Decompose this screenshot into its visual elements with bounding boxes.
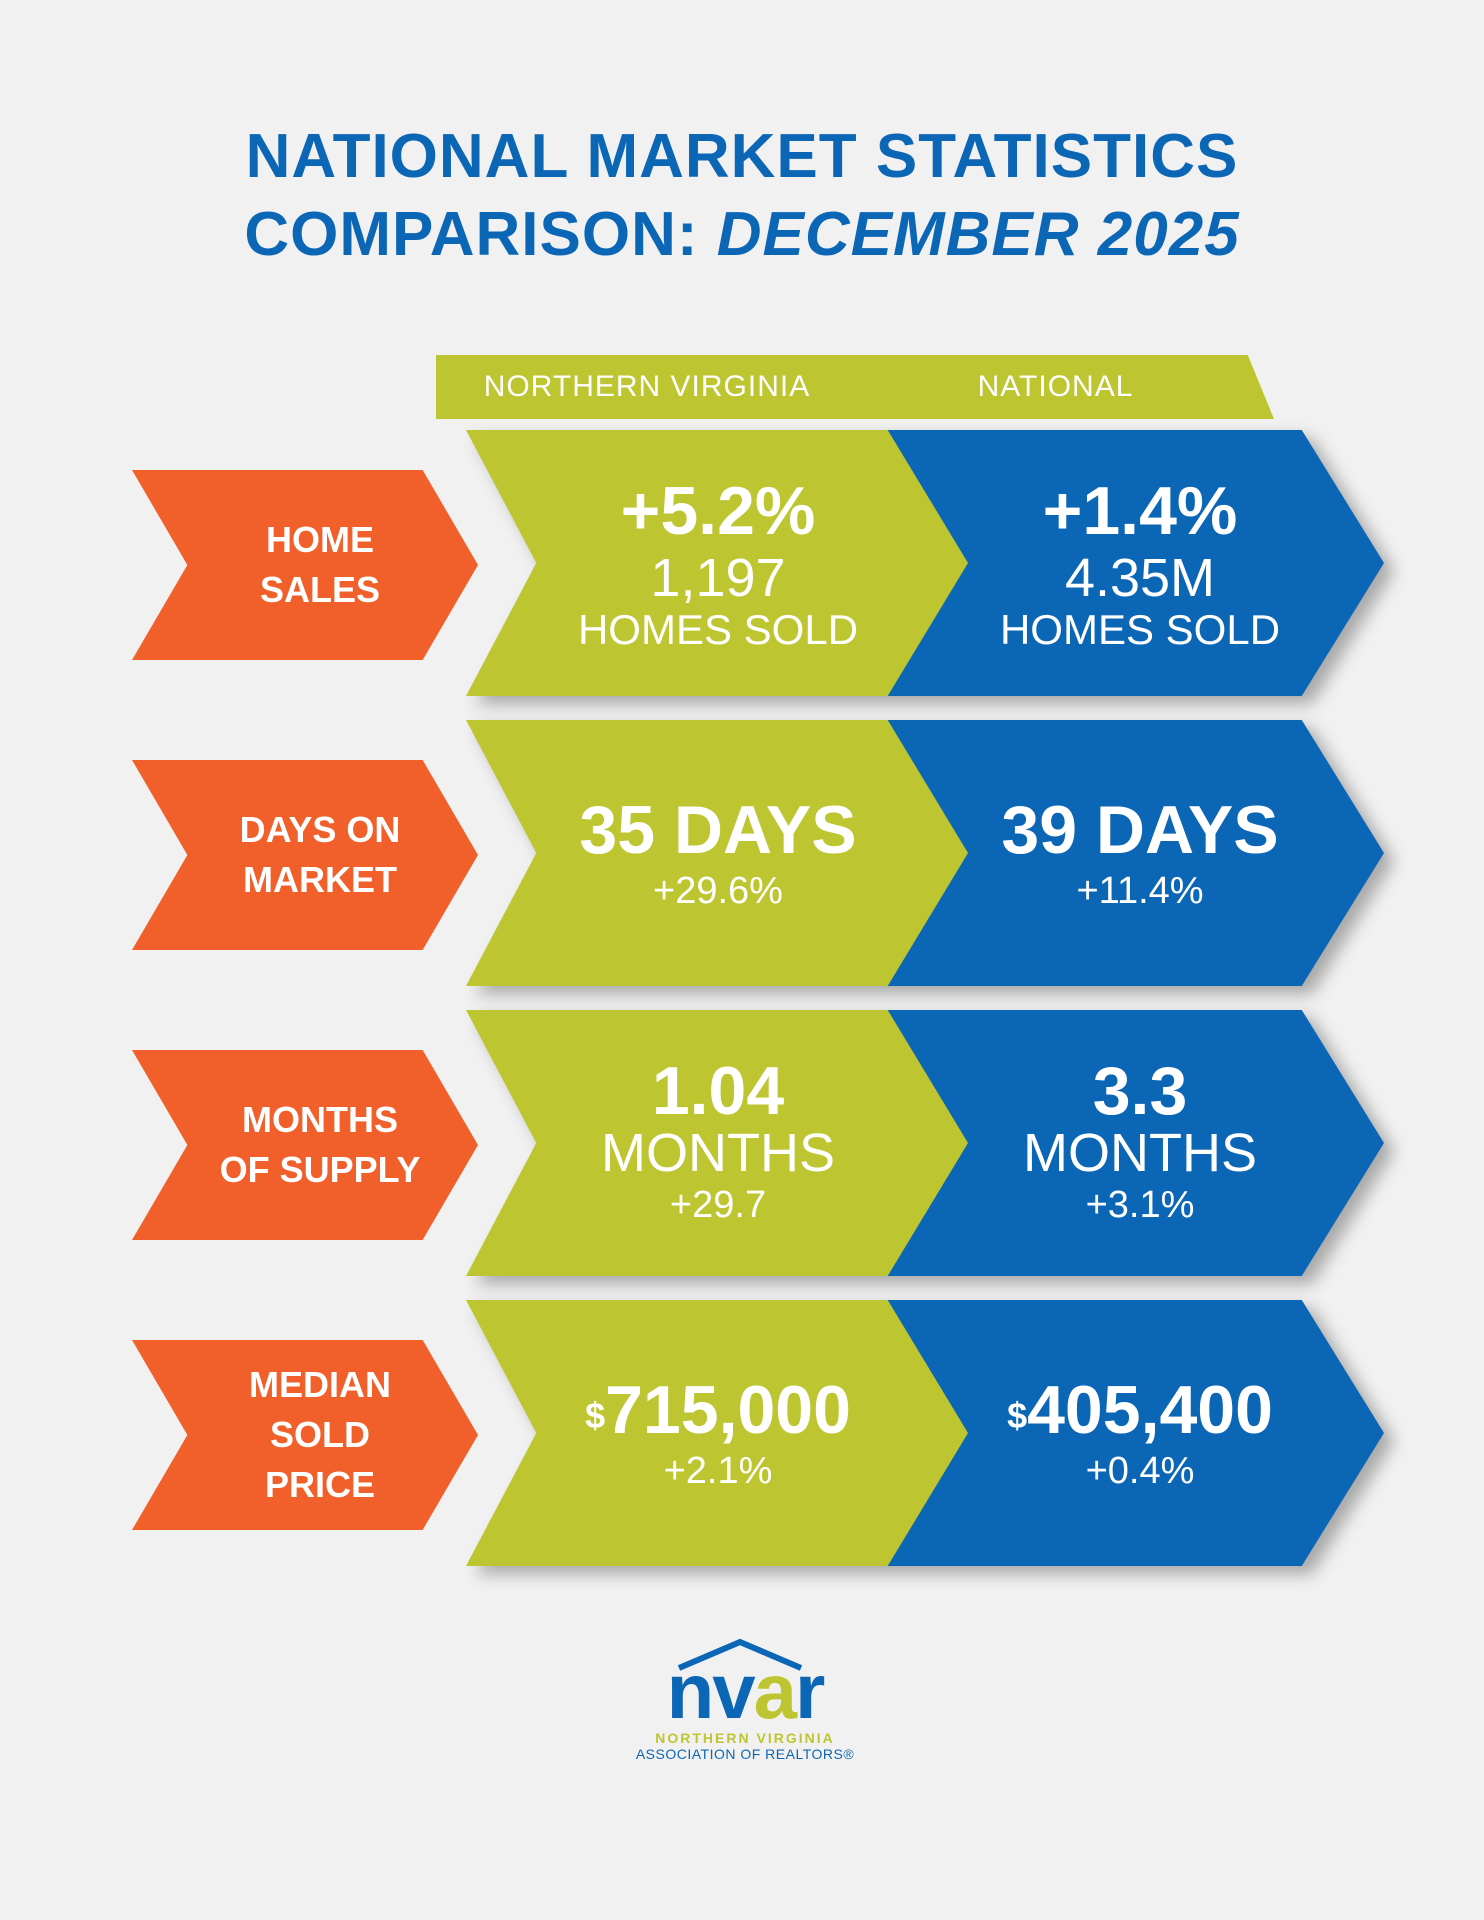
column-header-northern-virginia: NORTHERN VIRGINIA <box>436 355 858 419</box>
row-label-line: HOME <box>266 519 374 560</box>
chevron-pair <box>0 1300 1484 1566</box>
row-label: HOME SALES <box>132 470 478 660</box>
primary-value: 1.04 <box>651 1053 785 1129</box>
title-date: DECEMBER 2025 <box>716 200 1240 269</box>
currency-symbol: $ <box>1007 1395 1028 1436</box>
price-amount: 715,000 <box>605 1372 851 1448</box>
secondary-value: 4.35M <box>1064 548 1216 608</box>
row-label: MEDIAN SOLD PRICE <box>132 1340 478 1530</box>
northern-virginia-chevron <box>466 720 968 986</box>
change-value: +0.4% <box>1085 1450 1195 1492</box>
row-label-line: SALES <box>259 569 381 610</box>
row-label-line: MONTHS <box>242 1099 398 1140</box>
change-value: +29.6% <box>653 870 783 912</box>
column-header-national: NATIONAL <box>837 355 1274 419</box>
row-label-line: OF SUPPLY <box>219 1149 421 1190</box>
price-value: $715,000 <box>585 1372 851 1448</box>
roof-icon <box>677 1638 803 1671</box>
chevron-pair <box>0 720 1484 986</box>
column-header-label: NORTHERN VIRGINIA <box>483 370 811 403</box>
unit-value: MONTHS <box>1023 1123 1257 1183</box>
northern-virginia-value: $715,000 +2.1% <box>540 1300 896 1566</box>
nvar-logo: nvar NORTHERN VIRGINIA ASSOCIATION OF RE… <box>630 1638 860 1762</box>
northern-virginia-value: +5.2% 1,197 HOMES SOLD <box>540 430 896 696</box>
title-line-2: COMPARISON: DECEMBER 2025 <box>0 196 1484 274</box>
price-value: $405,400 <box>1007 1372 1273 1448</box>
national-value: 39 DAYS +11.4% <box>950 720 1330 986</box>
northern-virginia-chevron <box>466 430 968 696</box>
primary-value: +1.4% <box>1042 473 1238 549</box>
change-value: +2.1% <box>663 1450 773 1492</box>
price-amount: 405,400 <box>1027 1372 1273 1448</box>
northern-virginia-value: 1.04 MONTHS +29.7 <box>540 1010 896 1276</box>
row-label-line: MARKET <box>243 859 397 900</box>
primary-value: +5.2% <box>620 473 816 549</box>
row-median-sold-price: MEDIAN SOLD PRICE $715,000 +2.1% $405,400… <box>0 1300 1484 1566</box>
row-label: DAYS ON MARKET <box>132 760 478 950</box>
change-value: +29.7 <box>669 1184 767 1226</box>
logo-tagline-2: ASSOCIATION OF REALTORS® <box>635 1746 855 1762</box>
value-caption: HOMES SOLD <box>999 606 1281 653</box>
logo-letter: v <box>712 1647 755 1735</box>
row-months-of-supply: MONTHS OF SUPPLY 1.04 MONTHS +29.7 3.3 MO… <box>0 1010 1484 1276</box>
row-label-line: MEDIAN <box>249 1364 391 1405</box>
currency-symbol: $ <box>585 1395 606 1436</box>
change-value: +3.1% <box>1085 1184 1195 1226</box>
row-days-on-market: DAYS ON MARKET 35 DAYS +29.6% 39 DAYS +11… <box>0 720 1484 986</box>
unit-value: MONTHS <box>601 1123 835 1183</box>
row-home-sales: HOME SALES +5.2% 1,197 HOMES SOLD +1.4% 4… <box>0 430 1484 696</box>
national-value: $405,400 +0.4% <box>950 1300 1330 1566</box>
primary-value: 39 DAYS <box>1001 792 1279 868</box>
national-value: 3.3 MONTHS +3.1% <box>950 1010 1330 1276</box>
change-value: +11.4% <box>1076 870 1204 912</box>
value-caption: HOMES SOLD <box>577 606 859 653</box>
national-value: +1.4% 4.35M HOMES SOLD <box>950 430 1330 696</box>
row-label: MONTHS OF SUPPLY <box>132 1050 478 1240</box>
northern-virginia-chevron <box>466 1010 968 1276</box>
title-line-1: NATIONAL MARKET STATISTICS <box>245 122 1239 191</box>
secondary-value: 1,197 <box>650 548 786 608</box>
primary-value: 35 DAYS <box>579 792 857 868</box>
logo-tagline-1: NORTHERN VIRGINIA <box>655 1730 835 1746</box>
page-title: NATIONAL MARKET STATISTICS COMPARISON: D… <box>0 118 1484 274</box>
column-header-label: NATIONAL <box>977 370 1134 403</box>
row-label-line: DAYS ON <box>239 809 401 850</box>
row-label-line: SOLD PRICE <box>264 1414 376 1505</box>
title-prefix: COMPARISON: <box>244 200 717 269</box>
chevron-pair <box>0 430 1484 696</box>
chevron-pair <box>0 1010 1484 1276</box>
primary-value: 3.3 <box>1092 1053 1188 1129</box>
northern-virginia-chevron <box>466 1300 968 1566</box>
northern-virginia-value: 35 DAYS +29.6% <box>540 720 896 986</box>
